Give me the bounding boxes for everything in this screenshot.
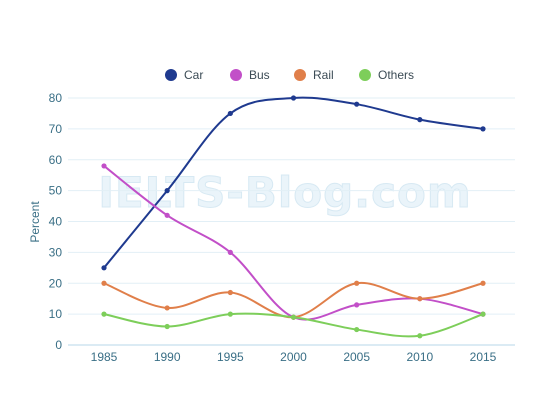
series-car: [101, 95, 486, 271]
data-point: [164, 305, 170, 311]
y-tick-label: 40: [49, 215, 63, 229]
y-axis: 0 10 20 30 40 50 60 70 80: [49, 91, 63, 352]
legend-label: Car: [184, 68, 203, 82]
legend-swatch: [230, 69, 242, 81]
legend-swatch: [359, 69, 371, 81]
data-point: [164, 188, 170, 194]
series-line: [103, 165, 484, 321]
series-bus: [101, 163, 486, 321]
y-tick-label: 70: [49, 122, 63, 136]
data-point: [227, 289, 233, 296]
y-tick-label: 20: [49, 276, 63, 290]
data-point: [417, 117, 423, 123]
data-point: [164, 212, 170, 218]
data-point: [164, 323, 170, 330]
data-point: [227, 110, 233, 117]
data-point: [101, 311, 107, 317]
data-point: [101, 265, 107, 271]
data-point: [290, 314, 297, 320]
x-tick-label: 2000: [280, 350, 307, 364]
data-point: [101, 163, 107, 169]
data-point: [480, 126, 486, 132]
data-point: [227, 311, 233, 317]
data-point: [354, 326, 360, 333]
legend-label: Rail: [313, 68, 334, 82]
data-point: [227, 249, 233, 255]
y-tick-label: 30: [49, 245, 63, 259]
data-point: [480, 280, 486, 286]
y-tick-label: 50: [49, 184, 63, 198]
x-tick-label: 1985: [91, 350, 118, 364]
data-point: [417, 333, 423, 339]
legend-label: Bus: [249, 68, 270, 82]
x-tick-label: 2005: [343, 350, 370, 364]
x-tick-label: 1995: [217, 350, 244, 364]
legend-swatch: [294, 69, 306, 81]
data-point: [480, 311, 486, 317]
x-tick-label: 1990: [154, 350, 181, 364]
series-others: [101, 311, 486, 339]
y-tick-label: 0: [55, 338, 62, 352]
data-point: [290, 95, 297, 101]
series-line: [103, 96, 484, 269]
data-point: [354, 302, 360, 308]
x-tick-label: 2010: [406, 350, 433, 364]
x-axis: 1985 1990 1995 2000 2005 2010 2015: [91, 350, 497, 364]
grid-lines: [68, 97, 515, 346]
data-point: [354, 101, 360, 107]
data-point: [101, 280, 107, 286]
y-tick-label: 60: [49, 153, 63, 167]
y-axis-label: Percent: [28, 201, 42, 243]
data-point: [417, 296, 423, 302]
legend: Car Bus Rail Others: [165, 68, 414, 82]
legend-label: Others: [378, 68, 414, 82]
series-lines: [101, 95, 486, 339]
y-tick-label: 80: [49, 91, 63, 105]
legend-swatch: [165, 69, 177, 81]
x-tick-label: 2015: [470, 350, 497, 364]
y-tick-label: 10: [49, 307, 63, 321]
data-point: [354, 280, 360, 286]
